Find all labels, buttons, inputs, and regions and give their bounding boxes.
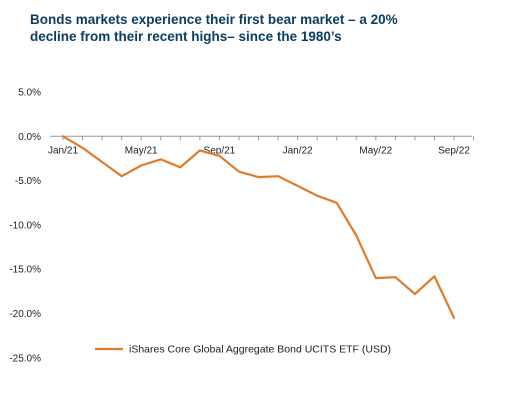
x-tick-label: Jan/22 [283,145,313,156]
y-tick-label: -25.0% [9,353,41,364]
y-tick-label: -20.0% [9,309,41,320]
y-tick-label: 0.0% [18,132,41,143]
y-tick-label: -15.0% [9,265,41,276]
x-tick-label: Sep/21 [204,145,236,156]
y-tick-label: -5.0% [15,176,41,187]
y-tick-label: -10.0% [9,220,41,231]
series-line [61,135,456,319]
chart-title-line-1: Bonds markets experience their first bea… [30,12,398,27]
legend-label: iShares Core Global Aggregate Bond UCITS… [129,344,391,356]
chart-title-line-2: decline from their recent highs– since t… [30,29,342,44]
x-tick-label: Sep/22 [438,145,470,156]
x-tick-label: Jan/21 [48,145,78,156]
y-tick-label: 5.0% [18,88,41,99]
x-tick-label: May/21 [125,145,158,156]
x-tick-label: May/22 [359,145,392,156]
chart-title: Bonds markets experience their first bea… [30,11,470,45]
